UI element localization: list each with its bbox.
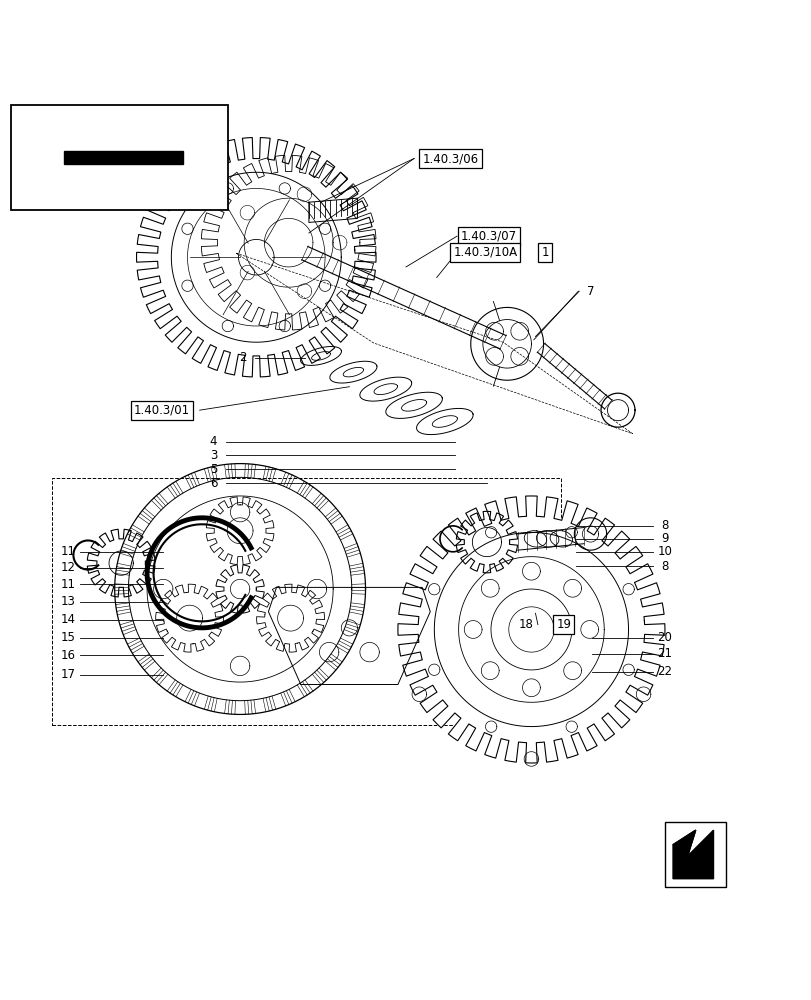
Text: 1.40.3/07: 1.40.3/07 <box>460 230 516 243</box>
Text: 1.40.3/01: 1.40.3/01 <box>133 404 190 417</box>
Text: 6: 6 <box>209 477 217 490</box>
Text: 12: 12 <box>60 561 75 574</box>
Bar <box>11 105 228 210</box>
Polygon shape <box>456 511 517 573</box>
Polygon shape <box>201 155 375 330</box>
Polygon shape <box>136 138 375 377</box>
Polygon shape <box>672 830 713 879</box>
Bar <box>52 478 560 725</box>
Text: 9: 9 <box>660 532 668 545</box>
Text: 20: 20 <box>657 631 672 644</box>
Text: 7: 7 <box>586 285 594 298</box>
Polygon shape <box>63 151 183 164</box>
Text: 17: 17 <box>60 668 75 681</box>
Text: 15: 15 <box>60 631 75 644</box>
Text: 14: 14 <box>60 613 75 626</box>
Polygon shape <box>397 496 664 763</box>
Polygon shape <box>268 587 430 685</box>
Polygon shape <box>206 497 273 565</box>
Text: 22: 22 <box>657 665 672 678</box>
Text: 2: 2 <box>238 351 246 364</box>
Polygon shape <box>672 830 695 856</box>
Text: 4: 4 <box>209 435 217 448</box>
Text: 1: 1 <box>541 246 548 259</box>
Text: 3: 3 <box>209 449 217 462</box>
Text: 10: 10 <box>657 545 672 558</box>
Text: 5: 5 <box>209 463 217 476</box>
Text: 1.40.3/06: 1.40.3/06 <box>422 152 478 165</box>
Polygon shape <box>88 529 155 597</box>
Polygon shape <box>302 247 505 349</box>
Polygon shape <box>256 584 324 652</box>
Polygon shape <box>517 528 583 550</box>
Polygon shape <box>156 584 223 652</box>
Text: 1.40.3/10A: 1.40.3/10A <box>453 246 517 259</box>
Bar <box>664 822 725 887</box>
Text: 8: 8 <box>660 560 667 573</box>
Polygon shape <box>537 344 611 409</box>
Text: 11: 11 <box>60 578 75 591</box>
Text: 21: 21 <box>657 647 672 660</box>
Text: 8: 8 <box>660 519 667 532</box>
Polygon shape <box>216 565 264 613</box>
Text: 16: 16 <box>60 649 75 662</box>
Text: 11: 11 <box>60 545 75 558</box>
Polygon shape <box>308 198 357 222</box>
Text: 19: 19 <box>556 618 571 631</box>
Text: 18: 18 <box>517 618 533 631</box>
Text: 13: 13 <box>60 595 75 608</box>
